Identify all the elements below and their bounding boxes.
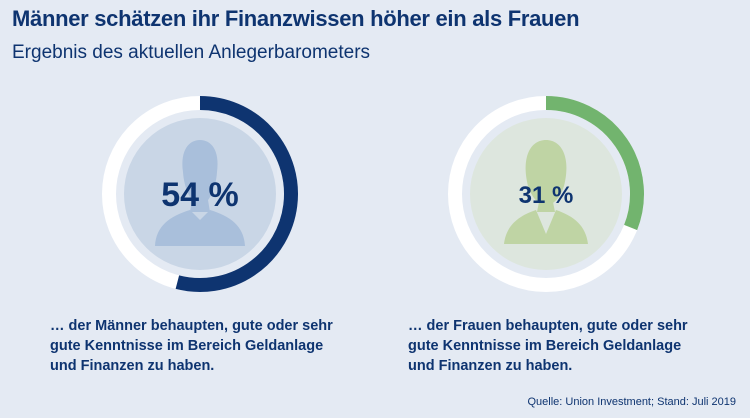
page-subtitle: Ergebnis des aktuellen Anlegerbarometers <box>12 42 371 63</box>
men-percentage: 54 % <box>161 176 239 214</box>
source-note: Quelle: Union Investment; Stand: Juli 20… <box>527 396 736 408</box>
men-donut-chart: 54 % <box>100 94 300 294</box>
women-donut-chart: 31 % <box>446 94 646 294</box>
women-value-arc <box>545 96 644 231</box>
page-title: Männer schätzen ihr Finanzwissen höher e… <box>12 6 580 31</box>
men-value-arc <box>175 96 298 292</box>
man-silhouette-icon <box>155 140 245 246</box>
women-caption: … der Frauen behaupten, gute oder sehr g… <box>408 318 688 374</box>
woman-silhouette-icon <box>504 140 588 244</box>
men-caption: … der Männer behaupten, gute oder sehr g… <box>50 318 333 374</box>
women-percentage: 31 % <box>518 182 574 209</box>
